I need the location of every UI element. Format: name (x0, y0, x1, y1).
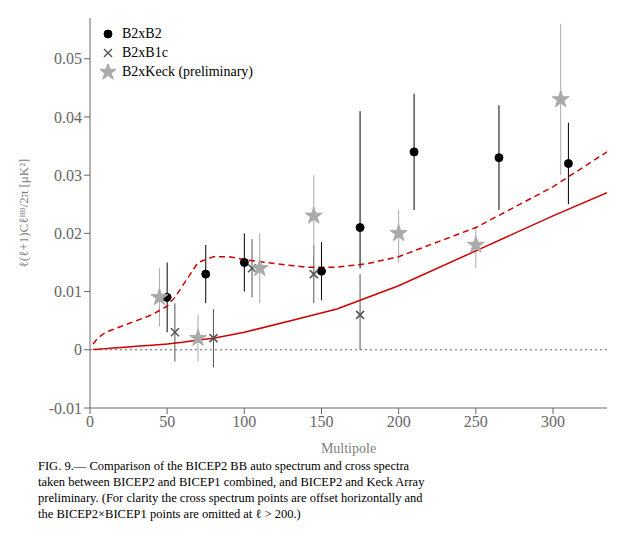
html-text:B2xB1c: B2xB1c (122, 45, 168, 60)
svg-text:200: 200 (387, 413, 411, 430)
svg-text:50: 50 (159, 413, 175, 430)
svg-text:0: 0 (74, 341, 82, 358)
svg-text:0.02: 0.02 (54, 225, 82, 242)
svg-text:Multipole: Multipole (321, 441, 376, 456)
svg-text:0.01: 0.01 (54, 283, 82, 300)
svg-text:ℓ(ℓ+1)Cℓᴮᴮ/2π [μK²]: ℓ(ℓ+1)Cℓᴮᴮ/2π [μK²] (16, 159, 31, 268)
svg-text:0.03: 0.03 (54, 167, 82, 184)
svg-text:150: 150 (309, 413, 333, 430)
html-text:taken between BICEP2 and BICEP: taken between BICEP2 and BICEP1 combined… (38, 475, 425, 489)
html-text:the BICEP2×BICEP1 points are o: the BICEP2×BICEP1 points are omitted at … (38, 507, 301, 521)
svg-text:250: 250 (464, 413, 488, 430)
svg-text:0: 0 (86, 413, 94, 430)
svg-text:300: 300 (541, 413, 565, 430)
svg-text:0.04: 0.04 (54, 109, 82, 126)
html-text:FIG. 9.— Comparison of the BIC: FIG. 9.— Comparison of the BICEP2 BB aut… (38, 459, 410, 473)
html-text:B2xKeck (preliminary): B2xKeck (preliminary) (122, 64, 253, 79)
svg-text:100: 100 (232, 413, 256, 430)
html-text:B2xB2: B2xB2 (122, 26, 162, 41)
html-text:preliminary. (For clarity the: preliminary. (For clarity the cross spec… (38, 491, 423, 505)
svg-text:0.05: 0.05 (54, 50, 82, 67)
svg-text:-0.01: -0.01 (49, 400, 82, 417)
